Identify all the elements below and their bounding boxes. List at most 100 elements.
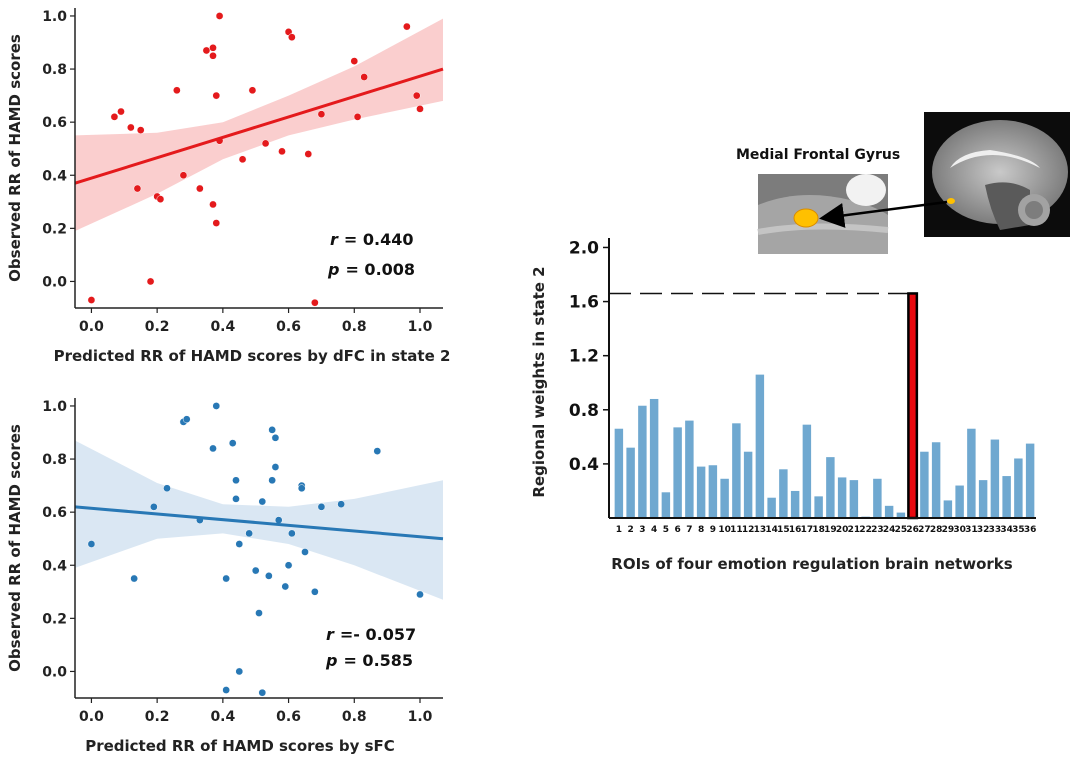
bar: [790, 490, 800, 518]
bar: [626, 447, 635, 518]
data-point: [235, 540, 244, 548]
x-tick-label: 0.6: [276, 709, 301, 725]
y-tick-label: 1.0: [42, 9, 67, 25]
sfc-y-axis-label: Observed RR of HAMD scores: [6, 424, 24, 672]
bar: [743, 451, 753, 518]
data-point: [110, 112, 119, 121]
data-point: [268, 476, 276, 485]
data-point: [337, 500, 345, 509]
brain-callout: Medial Frontal Gyrus: [736, 112, 1070, 254]
x-tick-label: 26: [906, 525, 919, 535]
data-point: [150, 502, 158, 511]
data-point: [311, 298, 319, 307]
x-tick-label: 29: [942, 525, 955, 535]
bar: [708, 465, 718, 518]
bar: [732, 423, 741, 518]
bar: [614, 428, 624, 518]
data-point: [133, 184, 142, 193]
data-point: [265, 572, 273, 580]
x-tick-label: 18: [812, 525, 825, 535]
bar: [1025, 443, 1035, 518]
x-tick-label: 11: [730, 525, 743, 535]
x-tick-label: 1.0: [408, 319, 433, 335]
data-point: [228, 439, 237, 447]
dfc-y-axis-label: Observed RR of HAMD scores: [6, 34, 24, 282]
data-point: [87, 540, 96, 548]
bar: [696, 466, 706, 518]
y-tick-label: 0.8: [42, 62, 67, 78]
bar: [920, 451, 929, 518]
y-tick-label: 0.4: [42, 168, 67, 184]
data-point: [360, 73, 368, 81]
x-tick-label: 0.2: [145, 709, 170, 725]
bar: [884, 505, 894, 518]
bar: [990, 439, 1000, 518]
x-tick-label: 6: [674, 525, 680, 535]
y-tick-label: 0.4: [42, 558, 67, 574]
x-tick-label: 20: [836, 525, 849, 535]
data-point: [317, 110, 326, 119]
x-tick-label: 2: [627, 525, 633, 535]
data-point: [209, 43, 217, 52]
data-point: [156, 195, 165, 204]
bar: [802, 424, 812, 518]
data-point: [288, 33, 296, 42]
data-point: [209, 444, 217, 453]
bar: [849, 480, 859, 518]
x-tick-label: 27: [918, 525, 931, 535]
x-tick-label: 0.4: [210, 319, 235, 335]
data-point: [232, 495, 240, 503]
bar: [943, 500, 953, 518]
x-tick-label: 9: [710, 525, 716, 535]
x-tick-label: 0.0: [79, 709, 104, 725]
bar: [873, 478, 882, 518]
data-point: [136, 126, 145, 134]
data-point: [353, 112, 362, 121]
y-tick-label: 2.0: [569, 238, 599, 258]
dfc-p-stat: p = 0.008: [327, 260, 415, 279]
bar: [967, 428, 976, 518]
dfc-x-ticks: 0.0 0.2 0.4 0.6 0.8 1.0: [79, 308, 433, 335]
data-point: [127, 123, 135, 132]
data-point: [173, 86, 181, 95]
sagittal-brain-image: [924, 112, 1070, 237]
bar: [1014, 458, 1023, 518]
x-tick-label: 0.8: [342, 709, 367, 725]
data-point: [255, 609, 263, 617]
y-tick-label: 0.4: [569, 455, 599, 475]
x-tick-label: 28: [930, 525, 943, 535]
x-tick-label: 12: [742, 525, 755, 535]
y-tick-label: 0.6: [42, 115, 67, 131]
x-tick-label: 16: [789, 525, 802, 535]
data-point: [251, 566, 260, 575]
x-tick-label: 31: [965, 525, 978, 535]
bar: [837, 477, 847, 518]
bar: [673, 427, 682, 518]
x-tick-label: 5: [663, 525, 669, 535]
bar: [720, 478, 729, 518]
dfc-regression-line: [74, 67, 444, 185]
y-tick-label: 1.2: [569, 347, 599, 367]
regional-weights-panel: 0.40.81.21.62.0 1 2 3 4 5 6 7 8 9 10 11 12 13 14 15 16 1…: [530, 238, 1036, 573]
data-point: [202, 46, 211, 55]
y-tick-label: 0.2: [42, 611, 67, 627]
weights-y-ticks: 0.4 0.8 1.2 1.6 2.0: [569, 238, 609, 475]
x-tick-label: 10: [718, 525, 731, 535]
data-point: [248, 86, 257, 95]
x-tick-label: 0.4: [210, 709, 235, 725]
x-tick-label: 36: [1024, 525, 1037, 535]
sfc-r-value: =- 0.057: [340, 625, 416, 644]
x-tick-label: 23: [871, 525, 884, 535]
data-point: [416, 590, 424, 599]
data-point: [212, 402, 221, 410]
y-tick-label: 0.8: [42, 452, 67, 468]
dfc-points: [87, 12, 424, 307]
x-tick-label: 13: [754, 525, 767, 535]
x-tick-label: 22: [859, 525, 872, 535]
data-point: [163, 484, 171, 493]
data-point: [301, 548, 309, 556]
highlighted-bar: [907, 292, 919, 520]
data-point: [182, 415, 191, 424]
data-point: [412, 91, 421, 100]
